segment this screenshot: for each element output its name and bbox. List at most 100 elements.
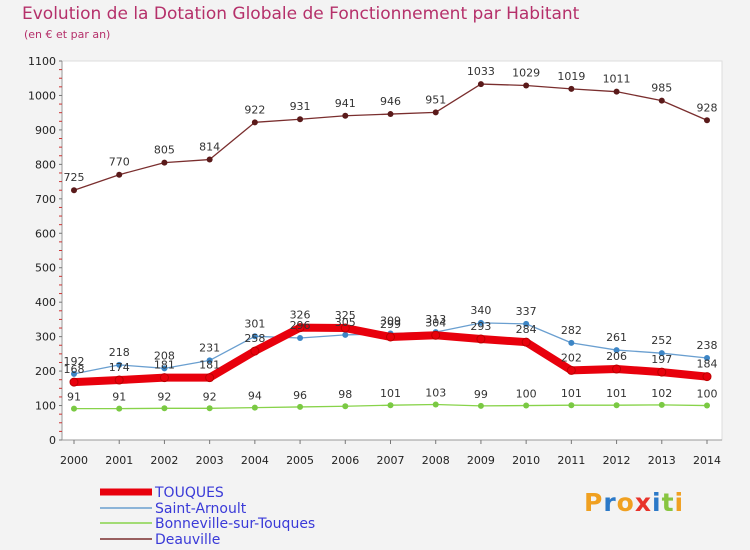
- data-point: [387, 111, 394, 118]
- data-point: [205, 373, 215, 383]
- x-tick-label: 2013: [648, 454, 676, 467]
- data-label: 258: [244, 332, 265, 345]
- data-point: [116, 405, 123, 412]
- data-label: 941: [335, 97, 356, 110]
- data-label: 238: [697, 339, 718, 352]
- x-tick-label: 2011: [557, 454, 585, 467]
- data-point: [342, 403, 349, 410]
- data-label: 206: [606, 350, 627, 363]
- y-tick-label: 500: [35, 262, 56, 275]
- data-label: 305: [335, 316, 356, 329]
- chart-subtitle: (en € et par an): [24, 28, 111, 41]
- data-label: 301: [244, 317, 265, 330]
- data-point: [297, 403, 304, 410]
- data-point: [297, 116, 304, 123]
- data-point: [116, 361, 123, 368]
- data-point: [159, 373, 169, 383]
- data-label: 92: [203, 390, 217, 403]
- data-label: 261: [606, 331, 627, 344]
- data-label: 284: [516, 323, 537, 336]
- y-tick-label: 800: [35, 158, 56, 171]
- data-point: [71, 187, 77, 194]
- x-tick-label: 2014: [693, 454, 721, 467]
- data-label: 282: [561, 324, 582, 337]
- y-tick-label: 0: [49, 434, 56, 447]
- data-label: 231: [199, 341, 220, 354]
- y-tick-label: 200: [35, 365, 56, 378]
- data-point: [613, 347, 620, 354]
- data-point: [161, 365, 168, 372]
- data-label: 985: [651, 82, 672, 95]
- y-tick-label: 700: [35, 193, 56, 206]
- data-point: [704, 354, 710, 361]
- y-tick-label: 600: [35, 227, 56, 240]
- data-label: 102: [651, 387, 672, 400]
- data-label: 922: [244, 103, 265, 116]
- x-tick-label: 2000: [60, 454, 88, 467]
- y-tick-label: 1100: [28, 55, 56, 68]
- data-label: 100: [697, 388, 718, 401]
- data-point: [568, 339, 575, 346]
- data-point: [71, 370, 77, 377]
- proxiti-logo: Proxiti: [584, 488, 685, 517]
- data-label: 208: [154, 349, 175, 362]
- y-tick-label: 300: [35, 331, 56, 344]
- data-label: 181: [154, 359, 175, 372]
- data-point: [477, 402, 484, 409]
- data-label: 101: [561, 387, 582, 400]
- data-label: 103: [425, 387, 446, 400]
- data-label: 192: [64, 355, 85, 368]
- data-point: [613, 402, 620, 409]
- data-label: 340: [470, 304, 491, 317]
- data-point: [206, 156, 213, 163]
- plot-background: [61, 60, 723, 441]
- x-tick-label: 2005: [286, 454, 314, 467]
- data-label: 946: [380, 95, 401, 108]
- data-point: [476, 334, 486, 344]
- legend-label: Deauville: [155, 532, 220, 548]
- data-point: [704, 117, 710, 124]
- legend-label: Saint-Arnoult: [155, 501, 247, 517]
- data-point: [658, 350, 665, 357]
- data-label: 168: [64, 363, 85, 376]
- data-point: [116, 171, 123, 178]
- data-point: [523, 320, 530, 327]
- y-tick-label: 900: [35, 124, 56, 137]
- data-label: 1029: [512, 66, 540, 79]
- data-point: [206, 405, 213, 412]
- data-point: [613, 88, 620, 95]
- data-point: [523, 82, 530, 89]
- data-point: [432, 401, 439, 408]
- data-point: [658, 97, 665, 104]
- data-point: [387, 402, 394, 409]
- data-label: 101: [606, 387, 627, 400]
- data-point: [69, 377, 79, 387]
- data-point: [297, 335, 304, 342]
- data-point: [295, 323, 305, 333]
- data-label: 98: [338, 388, 352, 401]
- data-label: 313: [425, 313, 446, 326]
- data-point: [566, 365, 576, 375]
- data-label: 1011: [603, 73, 631, 86]
- data-label: 181: [199, 359, 220, 372]
- data-label: 100: [516, 388, 537, 401]
- data-label: 293: [470, 320, 491, 333]
- data-label: 94: [248, 390, 262, 403]
- data-point: [431, 330, 441, 340]
- data-label: 309: [380, 315, 401, 328]
- data-point: [568, 85, 575, 92]
- data-point: [704, 402, 710, 409]
- x-tick-label: 2006: [331, 454, 359, 467]
- data-label: 1019: [557, 70, 585, 83]
- data-point: [612, 364, 622, 374]
- legend-label: Bonneville-sur-Touques: [155, 516, 315, 532]
- data-point: [432, 109, 439, 116]
- x-tick-label: 2008: [422, 454, 450, 467]
- data-point: [386, 332, 395, 342]
- data-point: [477, 319, 484, 326]
- data-label: 325: [335, 309, 356, 322]
- data-label: 326: [290, 309, 311, 322]
- data-point: [250, 346, 260, 356]
